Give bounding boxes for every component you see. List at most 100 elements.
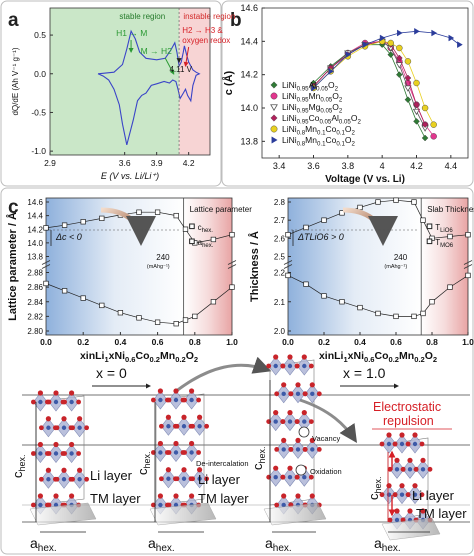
structure-x1-oxygen xyxy=(387,517,393,523)
legend-marker-c-2-0 xyxy=(189,223,195,230)
legend-marker-c-3-1 xyxy=(426,238,433,245)
structure-mid-oxygen xyxy=(166,502,172,508)
x-axis-label-c-2: xinLi1xNi0.6Co0.2Mn0.2O2 xyxy=(80,350,198,364)
structure-x0-oxygen xyxy=(53,493,59,499)
structure-x0-oxygen xyxy=(31,399,36,405)
structure-delith-oxygen xyxy=(295,382,301,388)
panel-b-label: b xyxy=(230,10,242,31)
structure-delith-metal xyxy=(281,447,286,452)
structure-mid-oxygen xyxy=(174,423,180,429)
structure-x0-oxygen xyxy=(39,476,44,482)
structure-delith-oxygen xyxy=(301,354,307,360)
structure-x1-oxygen xyxy=(387,466,393,472)
panel-c-label: c xyxy=(8,197,19,218)
structure-x0-metal xyxy=(61,477,67,482)
structure-x1-oxygen xyxy=(419,441,425,447)
capacity-label-c-2: 240 xyxy=(156,253,170,262)
structure-mid-oxygen xyxy=(196,397,202,403)
series-c-point-3-1 xyxy=(465,272,471,279)
structure-x1-oxygen xyxy=(386,432,392,438)
y-tick-label-top-c-3: 2.6 xyxy=(274,234,286,243)
structure-mid-oxygen xyxy=(197,414,203,420)
series-b-point-3 xyxy=(396,54,403,62)
structure-delith-metal xyxy=(295,391,301,396)
structure-x1-metal xyxy=(420,467,426,472)
structure-x1-oxygen xyxy=(413,466,419,472)
structure-delith-oxygen xyxy=(274,447,280,452)
structure-x1-oxygen xyxy=(407,508,413,514)
structure-mid-metal xyxy=(166,476,171,481)
chart-c-thickness: 0.0 0.2 0.4 0.6 0.8 1.0 xinLi1xNi0.6Co0.2Mn0.2… xyxy=(248,197,474,364)
series-c-point-3-1 xyxy=(447,284,453,290)
series-b-point-5 xyxy=(345,51,352,59)
x-tick-label-b: 3.6 xyxy=(307,161,320,171)
structure-x0-metal xyxy=(53,451,59,456)
series-c-line-2-1 xyxy=(45,283,233,325)
structure-delith-oxygen xyxy=(280,419,286,424)
series-c-point-2-0 xyxy=(182,226,189,232)
structure-delith-metal xyxy=(302,419,307,424)
series-b-point-4 xyxy=(396,44,403,52)
series-b-line-5 xyxy=(313,30,460,89)
y-tick-label-top-c-2: 14.4 xyxy=(27,212,43,221)
structure-x0-metal xyxy=(38,502,43,508)
series-b-point-5 xyxy=(414,27,420,35)
structure-x1-oxygen xyxy=(412,432,418,438)
structure-x0-oxygen xyxy=(70,476,75,482)
y-tick-label-b: 14.0 xyxy=(240,103,258,113)
chart-a: stable region instable region 2.9 3.6 3.9 4.2… xyxy=(11,7,235,181)
series-b-point-0 xyxy=(421,134,429,142)
structure-delith-metal xyxy=(295,447,301,452)
li-layer-label-2: Li layer xyxy=(198,472,241,487)
structure-delith-oxygen xyxy=(308,419,314,424)
structure-x0-oxygen xyxy=(54,425,60,431)
structure-x0-oxygen xyxy=(39,425,44,431)
structure-delith-oxygen xyxy=(288,391,294,397)
y-tick-label-bot-c-3: 2.0 xyxy=(274,327,286,336)
structure-x0-oxygen xyxy=(61,467,67,473)
series-c-line-2-0 xyxy=(45,211,233,244)
region-label-1: instable region xyxy=(183,12,235,21)
series-b-point-5 xyxy=(311,84,317,92)
series-c-line-3-0 xyxy=(287,199,469,239)
y-tick-label-top-c-3: 2.5 xyxy=(274,253,286,262)
x-tick-label-c-2: 0.8 xyxy=(189,337,201,347)
label-x1: x = 1.0 xyxy=(343,365,386,381)
y-axis-label-b: c (Å) xyxy=(222,70,235,95)
series-c-point-2-0 xyxy=(61,222,68,228)
structure-x1-oxygen xyxy=(400,466,406,472)
legend-b: LiNi0.95Al0.05O2LiNi0.95Mn0.05O2LiNi0.95… xyxy=(270,80,361,148)
structure-x1-metal xyxy=(394,467,400,472)
series-b-point-5 xyxy=(362,41,369,49)
y-tick-label-bot-c-2: 2.86 xyxy=(27,283,43,292)
structure-delith-oxygen xyxy=(280,474,286,480)
series-c-point-2-1 xyxy=(154,319,161,325)
legend-title-c-2: Lattice parameter xyxy=(190,205,253,214)
series-b-point-2 xyxy=(412,108,421,116)
structure-x0-oxygen xyxy=(53,441,59,448)
c-hex-axis-2: chex. xyxy=(135,451,152,475)
legend-marker-b-3 xyxy=(270,114,278,122)
c-hex-label-1: chex. xyxy=(10,454,27,478)
x-tick-label-c-2: 0.0 xyxy=(40,337,52,347)
y-tick-label-bot-c-2: 2.82 xyxy=(27,312,43,321)
series-b-point-3 xyxy=(421,121,429,128)
structure-delith-metal xyxy=(310,447,315,452)
y-tick-label-b: 14.6 xyxy=(240,3,258,13)
y-tick-label-a: 0.0 xyxy=(34,69,46,79)
structure-mid-oxygen xyxy=(159,476,164,482)
structure-x0-oxygen xyxy=(31,502,36,508)
capacity-label-c-3: 240 xyxy=(394,253,408,262)
vacancy-label: Vacancy xyxy=(312,434,340,443)
structure-delith-metal xyxy=(310,391,315,396)
structure-x0-base xyxy=(29,502,97,526)
structure-mid-oxygen xyxy=(166,397,172,403)
structure-x1-oxygen xyxy=(386,483,392,489)
x-tick-label-a: 2.9 xyxy=(44,158,56,168)
structure-x1-oxygen xyxy=(412,483,418,489)
series-c-point-3-1 xyxy=(339,299,345,305)
series-c-point-3-0 xyxy=(375,199,381,205)
y-tick-label-top-c-3: 2.8 xyxy=(274,198,286,207)
oxidation-site xyxy=(295,464,307,476)
structure-x0-oxygen xyxy=(76,451,81,456)
